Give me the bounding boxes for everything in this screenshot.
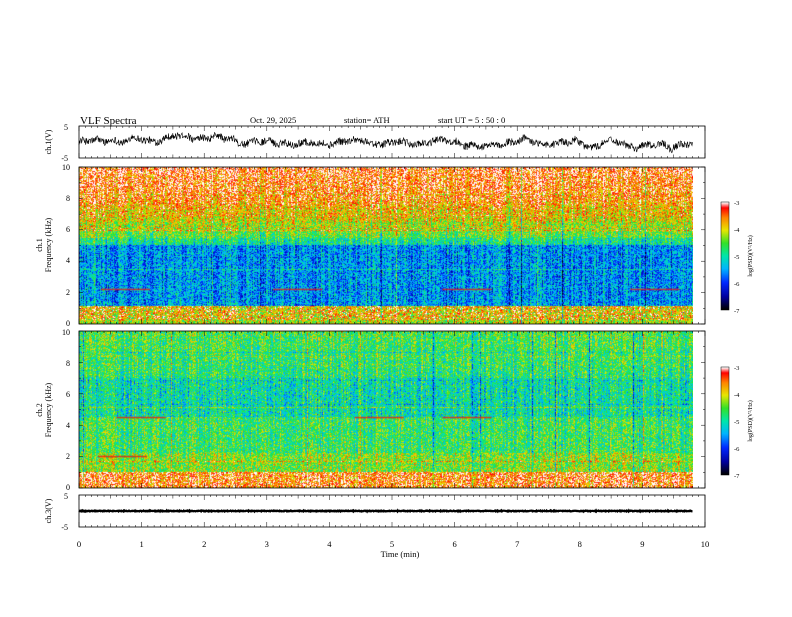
ch1-ytick-top: 5	[64, 123, 68, 132]
ch2-colorbar-label: log(PSD)(V²/Hz)	[747, 400, 754, 441]
figure-start-ut: start UT = 5 : 50 : 0	[438, 115, 505, 125]
ch3-ytick-bottom: -5	[61, 523, 68, 532]
ch3-ytick-top: 5	[64, 492, 68, 501]
ch1-colorbar-bar	[720, 201, 730, 311]
ch3-ylabel: ch.3(V)	[44, 498, 53, 523]
ch2-colorbar-tick-m5: -5	[734, 419, 739, 426]
ch1-waveform-line	[78, 131, 693, 154]
ch1-colorbar-tick-m4: -4	[734, 227, 740, 234]
ch2-spectrogram-ticks	[78, 330, 706, 489]
figure-station: station= ATH	[344, 115, 390, 125]
ch1-spec-ytick-0: 0	[66, 319, 70, 328]
ch1-spectrogram-ticks	[78, 166, 706, 325]
ch1-spec-ytick-6: 6	[66, 225, 70, 234]
x-tick-label: 9	[640, 539, 644, 549]
x-axis: 0 1 2 3 4 5 6 7 8 9 10	[77, 539, 709, 549]
ch2-colorbar-tick-m7: -7	[734, 473, 740, 480]
ch1-colorbar-tick-m6: -6	[734, 281, 740, 288]
ch1-spec-ytick-10: 10	[62, 163, 70, 172]
ch1-colorbar-tick-m5: -5	[734, 254, 739, 261]
ch1-colorbar: -3 -4 -5 -6 -7 log(PSD)(V²/Hz)	[720, 200, 754, 315]
ch2-spectrogram-image	[79, 331, 693, 488]
ch1-colorbar-tick-m3: -3	[734, 200, 739, 207]
ch2-spec-ylabel: ch.2Frequency (kHz)	[35, 382, 53, 437]
ch1-spec-ytick-8: 8	[66, 194, 70, 203]
x-tick-label: 6	[452, 539, 456, 549]
ch1-spectrogram-image	[79, 167, 693, 324]
ch2-colorbar-tick-m3: -3	[734, 365, 739, 372]
ch2-colorbar-tick-m6: -6	[734, 446, 740, 453]
ch2-spec-ytick-6: 6	[66, 390, 70, 399]
ch1-spectrogram-panel: 0 2 4 6 8 10 ch.1Frequency (kHz)	[35, 163, 706, 328]
x-tick-label: 3	[265, 539, 269, 549]
x-tick-label: 10	[701, 539, 710, 549]
x-tick-label: 5	[390, 539, 394, 549]
x-tick-label: 2	[202, 539, 206, 549]
ch1-spec-ytick-2: 2	[66, 288, 70, 297]
ch3-waveform-line	[78, 508, 693, 514]
ch2-colorbar: -3 -4 -5 -6 -7 log(PSD)(V²/Hz)	[720, 365, 754, 480]
x-axis-label: Time (min)	[381, 549, 420, 559]
x-tick-label: 4	[327, 539, 332, 549]
x-tick-label: 1	[139, 539, 143, 549]
ch3-waveform-panel: 5 -5 ch.3(V)	[44, 492, 706, 532]
x-tick-label: 7	[515, 539, 519, 549]
ch2-spec-ytick-10: 10	[62, 328, 70, 337]
ch3-ticks	[78, 495, 706, 527]
ch2-spec-ytick-2: 2	[66, 452, 70, 461]
ch1-ylabel: ch.1(V)	[44, 129, 53, 154]
ch2-spec-ytick-4: 4	[66, 421, 70, 430]
ch1-spec-ylabel: ch.1Frequency (kHz)	[35, 217, 53, 272]
figure-title: VLF Spectra	[80, 115, 137, 127]
ch2-spectrogram-panel: 0 2 4 6 8 10 ch.2Frequency (kHz)	[35, 328, 706, 492]
ch1-ytick-bottom: -5	[61, 154, 68, 163]
ch2-colorbar-tick-m4: -4	[734, 392, 740, 399]
figure-date: Oct. 29, 2025	[250, 115, 296, 125]
ch1-ticks	[78, 126, 706, 158]
ch2-colorbar-bar	[720, 366, 730, 476]
ch1-spec-ytick-4: 4	[66, 256, 70, 265]
ch1-colorbar-tick-m7: -7	[734, 308, 740, 315]
ch2-spec-ytick-0: 0	[66, 483, 70, 492]
ch1-waveform-panel: 5 -5 ch.1(V)	[44, 123, 706, 163]
ch2-spec-ytick-8: 8	[66, 359, 70, 368]
x-tick-label: 8	[578, 539, 582, 549]
ch1-colorbar-label: log(PSD)(V²/Hz)	[747, 235, 754, 276]
x-tick-label: 0	[77, 539, 81, 549]
